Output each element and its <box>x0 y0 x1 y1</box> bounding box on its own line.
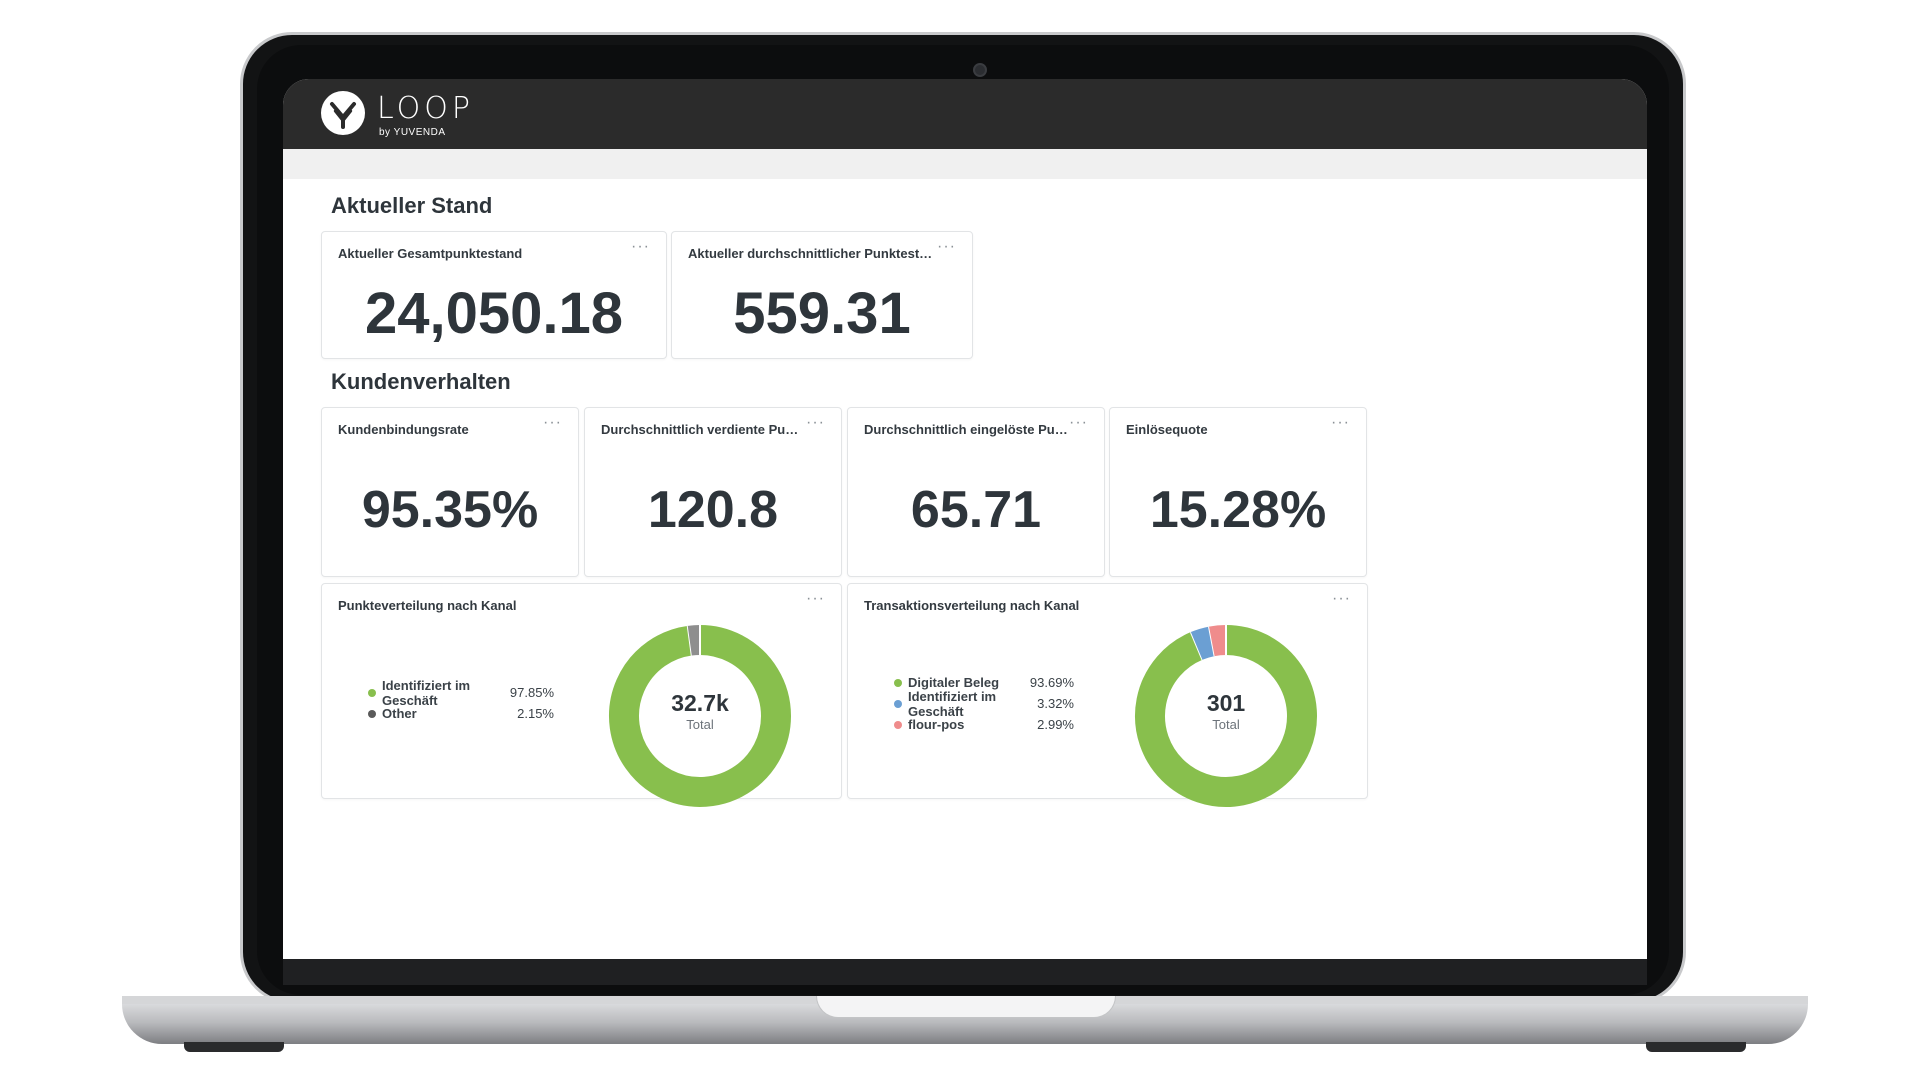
donut-total: 32.7k <box>671 690 729 716</box>
legend-item[interactable]: Identifiziert im Geschäft 97.85% <box>368 678 554 708</box>
legend-label: Other <box>382 706 417 721</box>
legend-value: 2.15% <box>517 706 554 721</box>
kpi-card-total-points: Aktueller Gesamtpunktestand ··· 24,050.1… <box>321 231 667 359</box>
donut-center: 32.7k Total <box>640 690 760 732</box>
legend-item[interactable]: Digitaler Beleg 93.69% <box>894 672 1074 693</box>
kpi-value: 95.35% <box>361 481 539 539</box>
loop-logo-icon <box>321 91 365 135</box>
legend-label: Digitaler Beleg <box>908 675 1000 690</box>
chart-title: Transaktionsverteilung nach Kanal <box>864 598 1080 613</box>
donut-separator <box>1189 631 1204 661</box>
donut-slice-flour-pos[interactable] <box>1209 625 1227 657</box>
kpi-title: Aktueller durchschnittlicher Punktestand… <box>688 246 936 261</box>
kpi-card-redemption-rate: Einlösequote ··· 15.28% <box>1109 407 1367 577</box>
card-menu-button[interactable]: ··· <box>937 238 956 255</box>
app-header: LOOP by YUVENDA <box>283 79 1647 149</box>
donut-slice-other[interactable] <box>687 625 701 656</box>
kpi-title: Kundenbindungsrate <box>338 422 469 437</box>
kpi-value: 559.31 <box>733 281 911 346</box>
donut-slice-identifiziert-im-gesch-ft[interactable] <box>609 625 791 807</box>
legend-item[interactable]: Identifiziert im Geschäft 3.32% <box>894 689 1074 719</box>
donut-separator <box>1208 626 1216 657</box>
legend-dot <box>368 688 376 697</box>
logo-wordmark: LOOP <box>377 91 474 126</box>
kpi-value: 65.71 <box>910 481 1042 539</box>
donut-slice-identifiziert-im-gesch-ft[interactable] <box>1190 626 1215 660</box>
legend-label: Identifiziert im Geschäft <box>908 688 997 719</box>
donut-slice-digitaler-beleg[interactable] <box>1135 625 1317 807</box>
legend-dot <box>894 720 902 729</box>
donut-total-label: Total <box>1212 717 1240 732</box>
legend-item[interactable]: flour-pos 2.99% <box>894 714 1074 735</box>
laptop-foot-right <box>1646 1042 1746 1052</box>
donut-separator <box>686 625 693 656</box>
legend-value: 97.85% <box>509 685 554 700</box>
laptop-notch <box>816 996 1116 1018</box>
app-screen: LOOP by YUVENDA Aktueller Stand Aktuelle… <box>283 79 1647 959</box>
card-menu-button[interactable]: ··· <box>1332 590 1351 607</box>
chart-card-points-by-channel: Punkteverteilung nach Kanal ··· Identifi… <box>321 583 842 807</box>
donut-chart[interactable] <box>602 618 798 814</box>
legend-dot <box>894 699 902 708</box>
kpi-value: 15.28% <box>1149 481 1327 539</box>
donut-total: 301 <box>1206 690 1246 716</box>
header-subbar <box>283 149 1647 179</box>
section-title-behavior: Kundenverhalten <box>331 369 511 394</box>
kpi-title: Durchschnittlich verdiente Punkte pro T.… <box>601 422 805 437</box>
kpi-card-retention: Kundenbindungsrate ··· 95.35% <box>321 407 579 577</box>
kpi-title: Aktueller Gesamtpunktestand <box>338 246 523 261</box>
kpi-card-redeemed-points: Durchschnittlich eingelöste Punkte pro T… <box>847 407 1105 577</box>
card-menu-button[interactable]: ··· <box>1331 414 1350 431</box>
kpi-value: 120.8 <box>647 481 779 539</box>
chart-title: Punkteverteilung nach Kanal <box>338 598 517 613</box>
chart-card-transactions-by-channel: Transaktionsverteilung nach Kanal ··· Di… <box>847 583 1368 807</box>
logo-subtitle: by YUVENDA <box>379 127 446 138</box>
legend-value: 3.32% <box>1037 696 1074 711</box>
laptop-foot-left <box>184 1042 284 1052</box>
donut-total-label: Total <box>686 717 714 732</box>
card-menu-button[interactable]: ··· <box>543 414 562 431</box>
laptop-chin <box>283 959 1647 985</box>
card-menu-button[interactable]: ··· <box>1069 414 1088 431</box>
donut-chart[interactable] <box>1128 618 1324 814</box>
laptop-lid: LOOP by YUVENDA Aktueller Stand Aktuelle… <box>240 32 1686 1004</box>
kpi-card-earned-points: Durchschnittlich verdiente Punkte pro T.… <box>584 407 842 577</box>
card-menu-button[interactable]: ··· <box>806 414 825 431</box>
section-title-current: Aktueller Stand <box>331 193 493 218</box>
chart-legend: Identifiziert im Geschäft 97.85% Other 2… <box>368 678 554 724</box>
legend-item[interactable]: Other 2.15% <box>368 703 554 724</box>
kpi-value: 24,050.18 <box>364 281 624 346</box>
kpi-card-avg-points: Aktueller durchschnittlicher Punktestand… <box>671 231 973 359</box>
legend-value: 2.99% <box>1037 717 1074 732</box>
legend-dot <box>368 709 376 718</box>
legend-label: Identifiziert im Geschäft <box>382 677 471 708</box>
card-menu-button[interactable]: ··· <box>631 238 650 255</box>
kpi-title: Durchschnittlich eingelöste Punkte pro T… <box>864 422 1068 437</box>
kpi-title: Einlösequote <box>1126 422 1208 437</box>
legend-value: 93.69% <box>1029 675 1074 690</box>
camera-icon <box>973 63 987 77</box>
legend-label: flour-pos <box>908 717 965 732</box>
card-menu-button[interactable]: ··· <box>806 590 825 607</box>
chart-legend: Digitaler Beleg 93.69% Identifiziert im … <box>894 672 1074 735</box>
legend-dot <box>894 678 902 687</box>
donut-center: 301 Total <box>1166 690 1286 732</box>
